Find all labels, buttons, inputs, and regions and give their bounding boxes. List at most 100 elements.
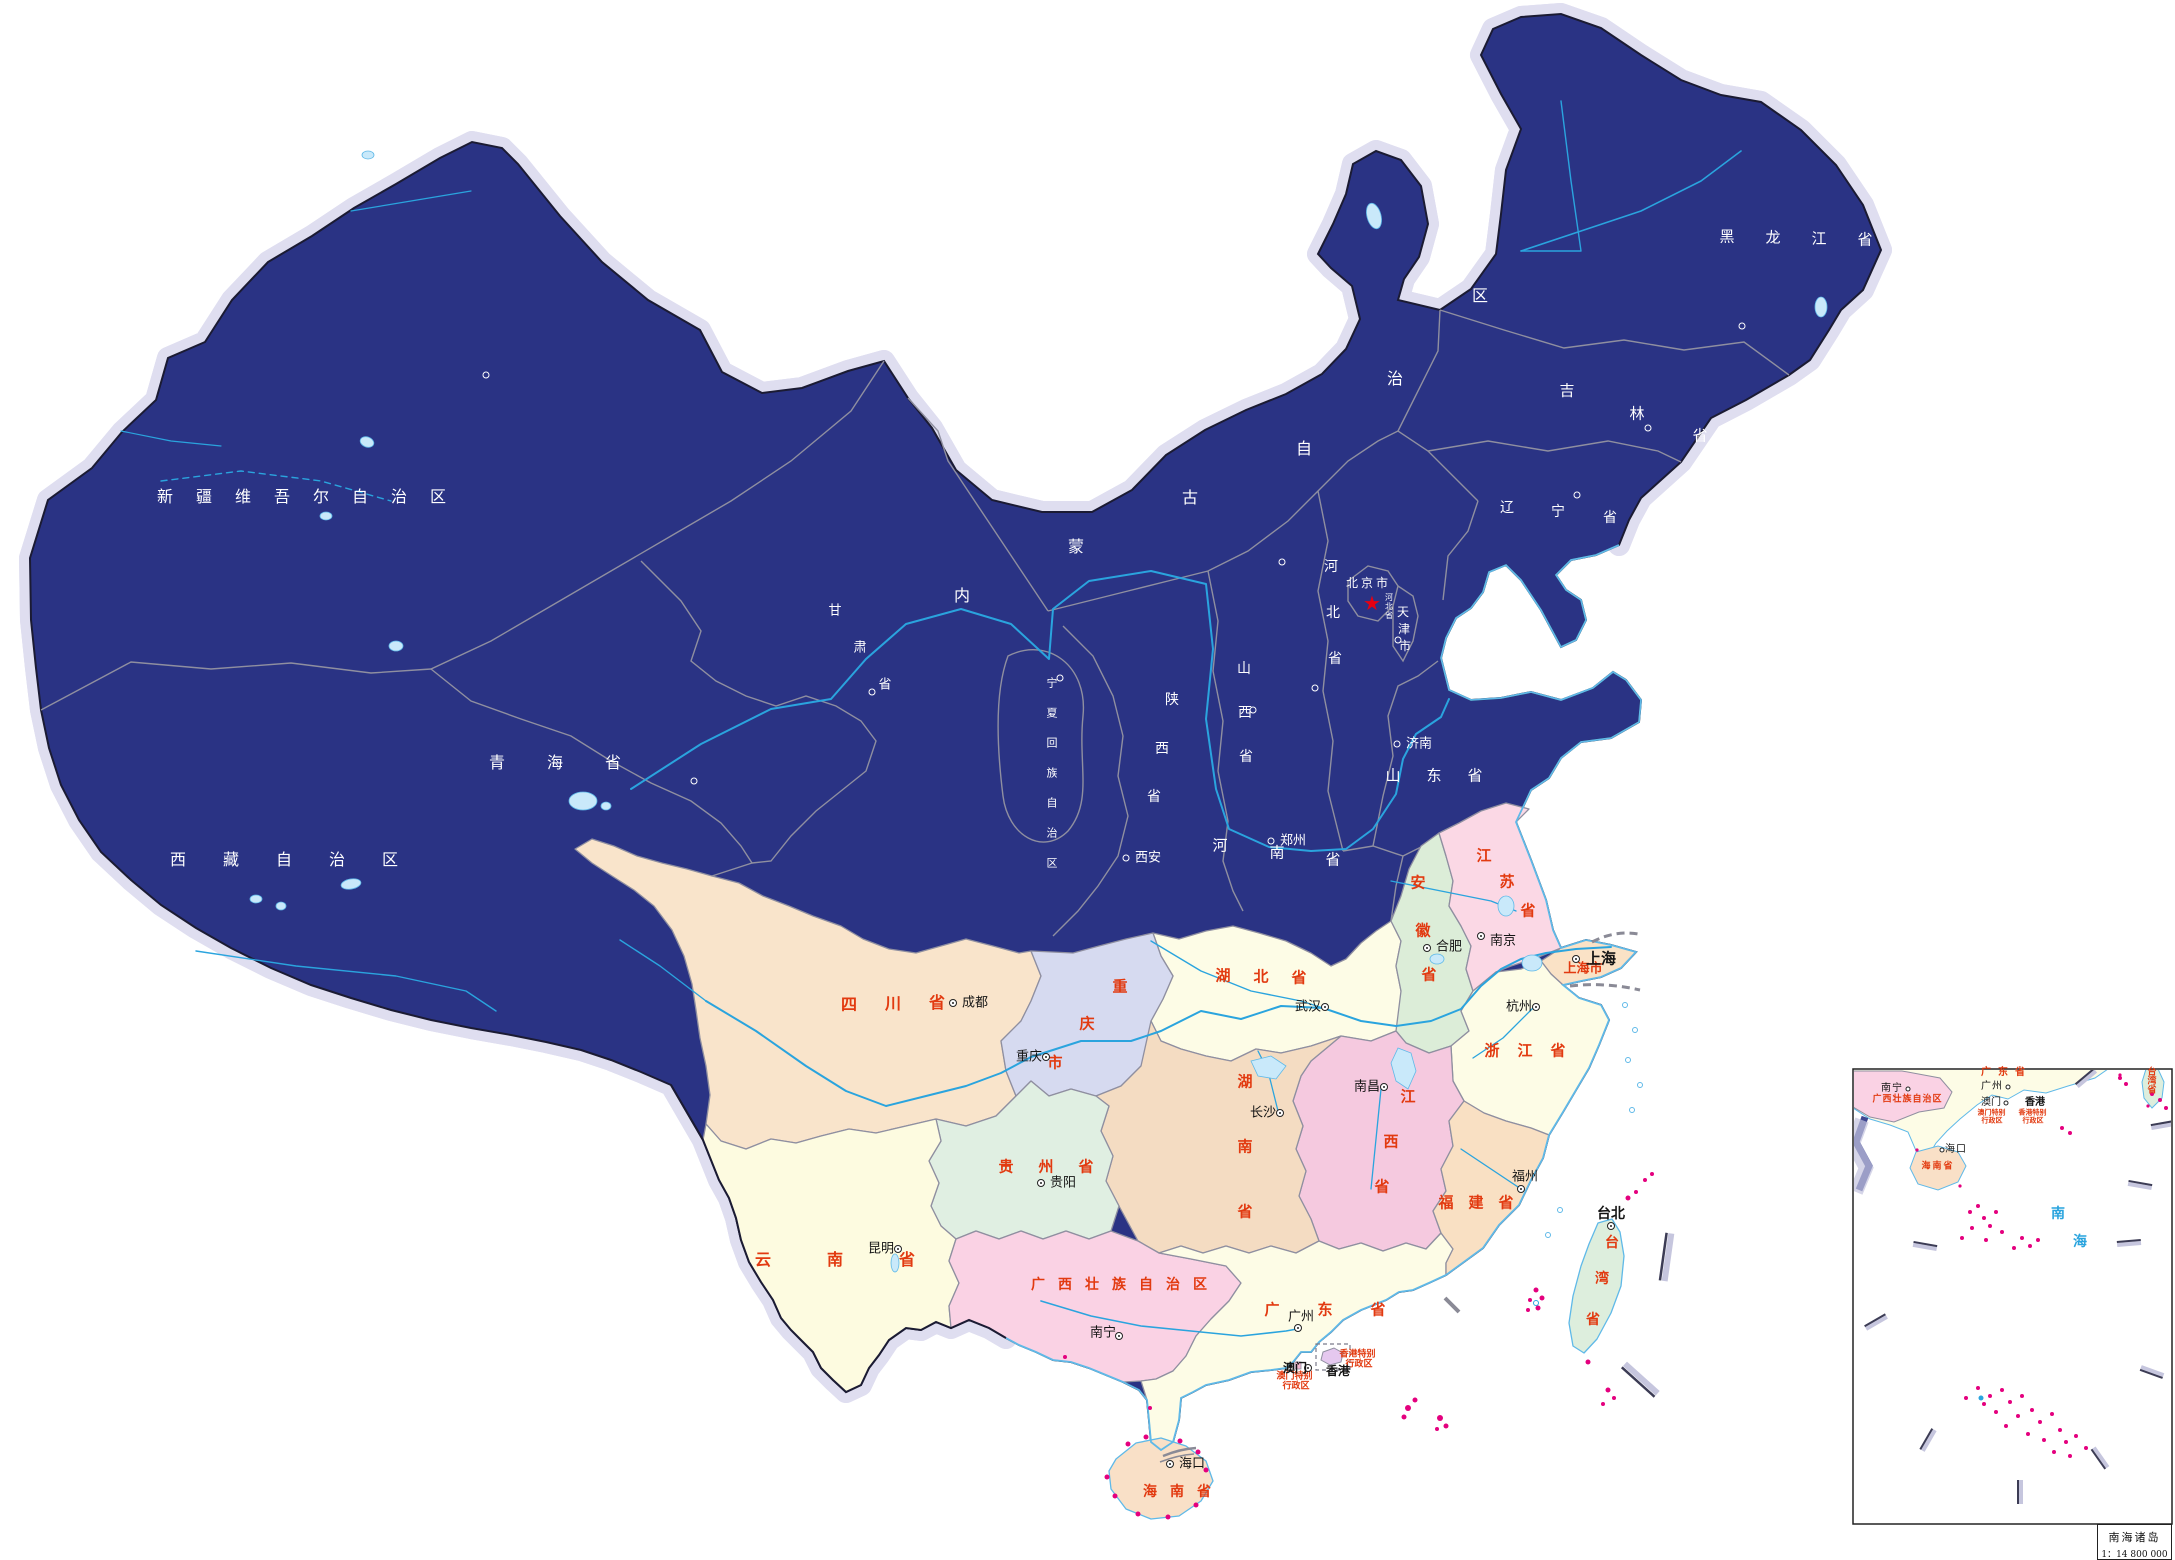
nanning-marker [1115,1332,1123,1340]
anhui-label: 安 [1410,873,1426,892]
gan-river [1370,1088,1382,1190]
qinghai-label: 青 [488,753,506,772]
inset-taiwan-label: 台 [2147,1067,2157,1078]
macau-sar-line1-label: 门 [1285,1371,1295,1382]
inset-hk-sar-2-label: 区 [2036,1116,2044,1125]
yunnan-label: 南 [826,1250,844,1269]
shanghai-prov-label: 上 [1563,961,1577,977]
inset-guangzhou-label: 州 [1992,1081,2002,1092]
xinjiang-label: 区 [429,487,447,506]
neimenggu-label: 区 [1471,286,1489,305]
hunan-label: 湖 [1237,1072,1253,1091]
khanka-lake [1814,296,1828,318]
macau-sar-line1-label: 别 [1303,1371,1313,1382]
ningxia-label: 宁 [1046,676,1058,690]
chongqing-label: 重 [1112,977,1128,996]
hongkong-macau [1294,1343,1351,1371]
inset-city-marker-3 [1939,1147,1945,1153]
hongkong-city-label: 香港 [1326,1364,1351,1378]
tianjin-shi-label: 天 [1396,605,1410,619]
jiangsu-label: 省 [1520,901,1536,920]
yunnan-label: 省 [898,1250,916,1269]
rivers [120,100,1742,1337]
guangxi-label: 西 [1058,1277,1072,1293]
shanghai-prov-label: 海 [1576,961,1590,977]
shanghai-city-label: 上海 [1586,949,1617,968]
inset-guangxi-region [1854,1070,1953,1123]
inset-macau-sar-1-label: 别 [1998,1108,2006,1117]
inset-guangzhou-label: 广 [1981,1081,1991,1092]
inset-guangdong-label: 省 [2015,1067,2025,1078]
capital-marker-6 [1249,706,1257,714]
inset-guangxi-label: 自 [1912,1094,1922,1105]
inset-hk-sar-1-label: 香 [2018,1108,2026,1117]
inset-hainan-label: 海 [1921,1161,1931,1172]
fujian-label: 福 [1438,1193,1454,1212]
capital-marker-9 [1738,322,1746,330]
zhengzhou-marker [1267,837,1275,845]
guangxi-label: 壮 [1085,1277,1099,1293]
hefei-marker [1423,944,1431,952]
macau-sar-line2-label: 政 [1291,1381,1301,1392]
hebei-label: 省 [1328,651,1342,667]
hebei-label: 河 [1324,559,1338,575]
inset-hk-sar-1-label: 别 [2039,1108,2047,1117]
inset-nanning-label: 宁 [1892,1083,1902,1094]
capital-marker-8 [1644,424,1652,432]
gansu-label: 省 [878,677,892,693]
chongqing-label: 市 [1047,1053,1063,1072]
inset-island-dots [1915,1073,2168,1458]
inset-haikou-label: 海 [1945,1144,1955,1155]
inset-nanning-label: 南 [1881,1083,1891,1094]
shanghai-prov-label: 市 [1589,961,1603,977]
haikou-marker [1166,1460,1174,1468]
hongze-lake [1497,895,1515,917]
hubei-label: 省 [1291,968,1307,987]
beijing-shi-label: 京 [1360,576,1374,590]
hebei-small-label: 河 [1385,593,1393,602]
shanxi-label: 省 [1239,749,1253,765]
guangxi-label: 治 [1166,1277,1180,1293]
fujian-label: 省 [1498,1193,1514,1212]
hubei-label: 北 [1253,967,1269,986]
ningxia-label: 回 [1046,736,1058,750]
inset-hk-sar-2-label: 政 [2029,1116,2037,1125]
macau-sar-line2-label: 区 [1300,1381,1310,1392]
heilongjiang-label: 龙 [1765,228,1781,247]
neimenggu-label: 蒙 [1067,537,1085,556]
hefei-label: 合肥 [1436,939,1463,955]
hongkong-sar-line1-label: 港 [1348,1349,1358,1360]
min-river [1460,1148,1522,1190]
inset-guangxi-label: 广 [1872,1094,1882,1105]
chengdu-marker [949,999,957,1007]
anhui-label: 徽 [1415,921,1431,940]
inset-guangxi-label: 壮 [1892,1094,1902,1105]
jiangxi-label: 西 [1383,1132,1399,1151]
zhejiang-label: 省 [1550,1041,1566,1060]
irtysh-river [350,190,472,212]
pearl-river [1040,1300,1298,1337]
chongqing-city-label: 重庆 [1016,1049,1043,1065]
xizang-label: 治 [328,850,346,869]
ningxia-label: 治 [1046,826,1058,840]
neimenggu-label: 治 [1386,369,1404,388]
taiwan-label: 省 [1586,1312,1600,1328]
xizang-label: 西 [169,850,187,869]
inset-guangdong-label: 东 [1998,1067,2008,1078]
guangdong-label: 省 [1370,1300,1386,1319]
ningxia-label: 族 [1046,766,1058,780]
qinghai-label: 省 [604,753,622,772]
neimenggu-label: 内 [953,586,971,605]
inset-hk-sar-2-label: 行 [2022,1116,2030,1125]
guangzhou-marker [1294,1324,1302,1332]
ningxia-label: 自 [1046,796,1058,810]
hubei-label: 湖 [1215,966,1231,985]
shandong-label: 东 [1426,766,1442,785]
inset-caption-scale: 1：14 800 000 [2101,1550,2168,1560]
macau-city-label: 澳门 [1283,1361,1308,1375]
xinjiang-label: 新 [156,487,174,506]
yunnan-label: 云 [754,1250,772,1269]
dongting-lake [1250,1055,1287,1080]
tarim-river [160,470,392,502]
neimenggu-label: 自 [1295,439,1313,458]
